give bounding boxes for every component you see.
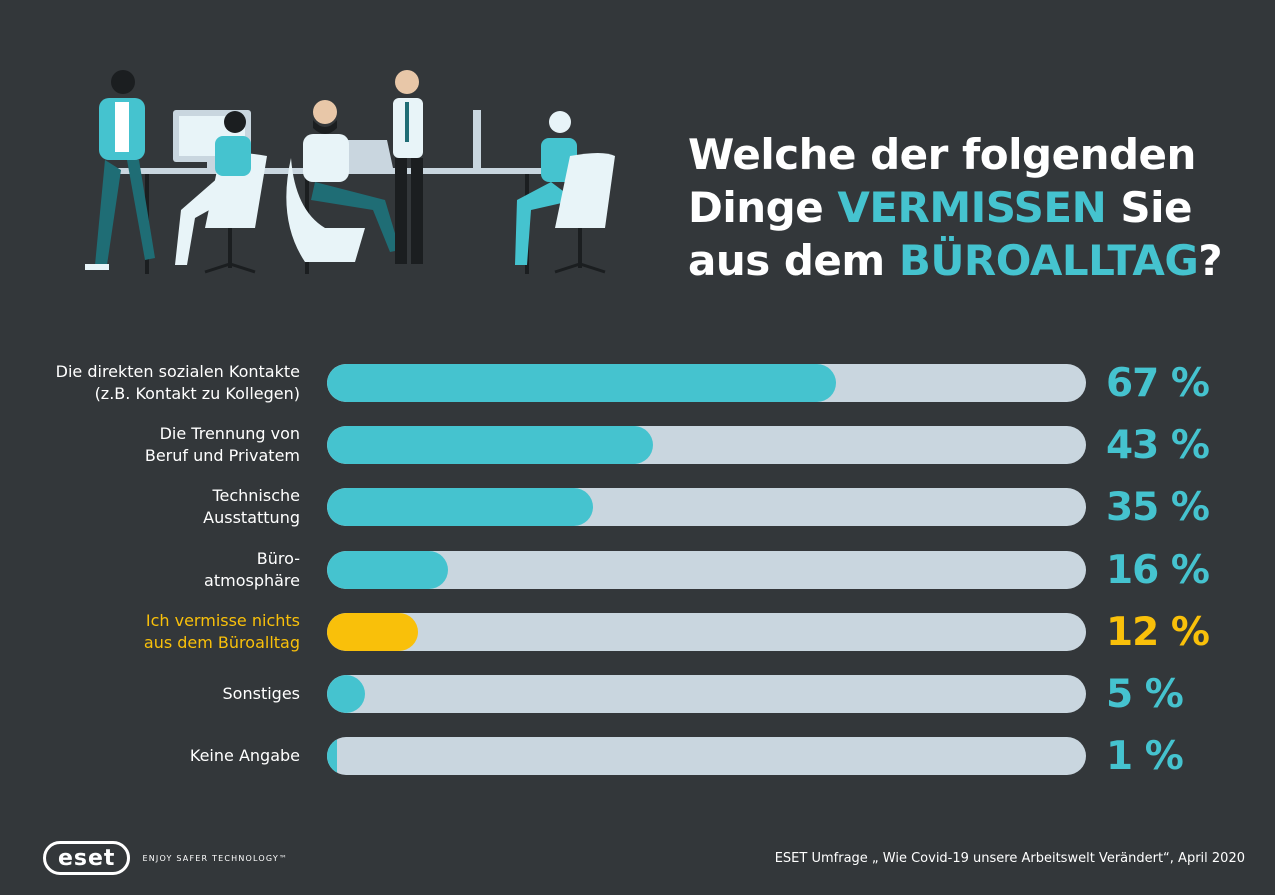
bar — [327, 364, 836, 402]
bar-track — [327, 550, 1086, 589]
office-team-illustration — [85, 70, 615, 274]
bar-value-label: 5 % — [1106, 672, 1184, 717]
bar-label-line: Keine Angabe — [189, 746, 300, 766]
bar-label: Sonstiges — [0, 683, 300, 705]
bar-track — [327, 364, 1086, 402]
title-line-2: Dinge VERMISSEN Sie — [688, 181, 1248, 234]
bar — [327, 737, 337, 776]
bar-label: Keine Angabe — [0, 745, 300, 767]
bar-label: Ich vermisse nichts aus dem Büroalltag — [0, 610, 300, 654]
page-title: Welche der folgenden Dinge VERMISSEN Sie… — [688, 128, 1248, 287]
bar-label-line: Ich vermisse nichts — [145, 610, 300, 630]
person-standing-left — [85, 70, 155, 270]
bar-value-label: 67 % — [1106, 361, 1210, 406]
bar-label-line: (z.B. Kontakt zu Kollegen) — [94, 384, 300, 403]
bar-label-line: Büro- — [256, 548, 300, 568]
bar — [327, 426, 654, 465]
bar-label-line: aus dem Büroalltag — [143, 632, 300, 652]
title-line-3-post: ? — [1198, 236, 1223, 285]
bar-track — [327, 426, 1086, 465]
bar-label-line: Die direkten sozialen Kontakte — [55, 362, 300, 381]
title-line-1: Welche der folgenden — [688, 130, 1196, 179]
eset-logo: eset ENJOY SAFER TECHNOLOGY™ — [43, 840, 288, 876]
logo-badge: eset — [43, 841, 131, 875]
person-sitting-laptop — [286, 100, 400, 262]
bar-value-label: 43 % — [1106, 423, 1210, 469]
bar-label-line: Technische — [212, 486, 300, 506]
bar-label: Die Trennung von Beruf und Privatem — [0, 423, 300, 467]
bar-value-label: 16 % — [1106, 547, 1210, 593]
person-sitting-monitor — [175, 111, 251, 265]
person-standing-middle — [393, 70, 423, 264]
bar-label-line: Beruf und Privatem — [144, 446, 300, 466]
bar-label-line: Die Trennung von — [159, 424, 300, 444]
title-accent-vermissen: VERMISSEN — [837, 183, 1107, 232]
bar-track — [327, 737, 1086, 776]
title-accent-bueroalltag: BÜROALLTAG — [898, 236, 1199, 285]
title-line-3-pre: aus dem — [688, 236, 899, 285]
bar-label-line: Sonstiges — [222, 684, 300, 703]
laptop — [340, 140, 393, 168]
tagline: ENJOY SAFER TECHNOLOGY™ — [142, 853, 289, 863]
bar-value-label: 12 % — [1106, 609, 1210, 655]
bar-label-line: atmosphäre — [204, 570, 300, 590]
bar — [327, 488, 593, 527]
bar-value-label: 35 % — [1106, 485, 1210, 531]
bar-label: Büro-atmosphäre — [0, 548, 300, 592]
bar — [327, 675, 365, 713]
person-sitting-right — [515, 111, 615, 274]
bar-value-label: 1 % — [1106, 734, 1184, 780]
title-line-2-post: Sie — [1106, 183, 1193, 232]
bar — [327, 612, 419, 651]
bar-label-line: Ausstattung — [203, 508, 300, 528]
bar-track — [327, 488, 1086, 527]
bar — [327, 550, 449, 589]
bar-track — [327, 675, 1086, 713]
bar-track — [327, 612, 1086, 651]
source-note: ESET Umfrage „ Wie Covid-19 unsere Arbei… — [774, 851, 1245, 866]
title-line-3: aus dem BÜROALLTAG? — [688, 234, 1248, 287]
bar-label: Die direkten sozialen Kontakte (z.B. Kont… — [0, 361, 300, 405]
bar-label: Technische Ausstattung — [0, 485, 300, 529]
title-line-2-pre: Dinge — [688, 183, 838, 232]
